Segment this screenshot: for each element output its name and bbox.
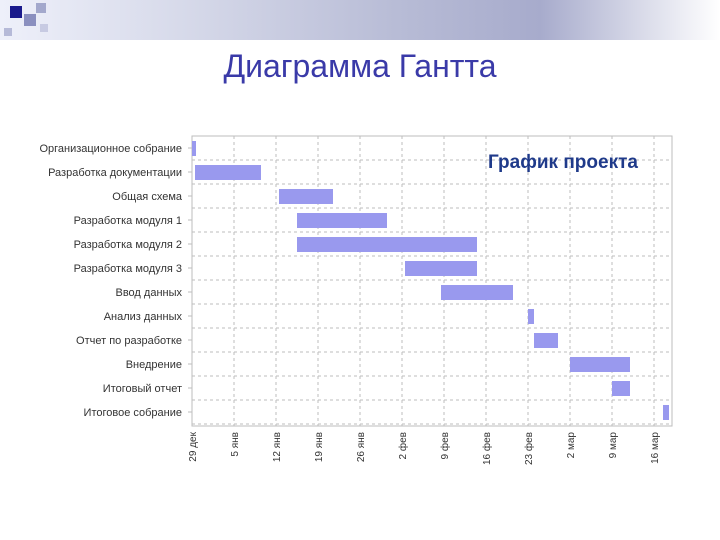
x-tick-label: 29 дек: [188, 431, 199, 461]
task-label: Внедрение: [126, 359, 182, 371]
task-label: Итоговый отчет: [103, 383, 182, 395]
slide-title: Диаграмма Гантта: [223, 48, 497, 84]
x-tick-label: 12 янв: [272, 432, 283, 462]
x-tick-label: 16 фев: [481, 432, 493, 465]
task-label: Организационное собрание: [39, 143, 182, 155]
task-label: Отчет по разработке: [76, 335, 182, 347]
decor-square-3: [36, 3, 46, 13]
task-bar: [195, 165, 261, 180]
plot-frame: [191, 135, 673, 427]
x-tick-label: 2 мар: [566, 432, 577, 459]
header-gradient-band: [0, 0, 720, 40]
task-bar: [405, 261, 477, 276]
decor-square-1: [10, 6, 22, 18]
task-bar: [297, 213, 387, 228]
task-label: Разработка модуля 2: [74, 239, 182, 251]
x-tick-label: 9 фев: [439, 432, 451, 459]
task-bar: [570, 357, 630, 372]
gantt-svg: Организационное собрание Разработка докум…: [39, 135, 673, 465]
task-bar: [534, 333, 558, 348]
x-tick-label: 16 мар: [650, 432, 661, 464]
x-tick-label: 19 янв: [314, 432, 325, 462]
task-bar: [612, 381, 630, 396]
task-label: Общая схема: [112, 191, 183, 203]
task-label-layer: Организационное собрание Разработка докум…: [39, 143, 182, 419]
x-tick-label: 23 фев: [523, 432, 535, 465]
task-bar: [663, 405, 669, 420]
tick-label-layer: 29 дек 5 янв 12 янв 19 янв 26 янв 2 фев 9 фев 1…: [188, 431, 661, 465]
x-tick-label: 26 янв: [356, 432, 367, 462]
task-bar: [192, 141, 196, 156]
grid-layer: [188, 135, 673, 427]
task-label: Анализ данных: [104, 311, 183, 323]
x-tick-label: 2 фев: [397, 432, 409, 459]
task-label: Ввод данных: [116, 287, 183, 299]
x-tick-label: 9 мар: [608, 432, 619, 459]
task-bar: [279, 189, 333, 204]
task-bar: [528, 309, 534, 324]
chart-title: График проекта: [488, 152, 638, 173]
task-label: Разработка модуля 3: [74, 263, 182, 275]
task-bar: [441, 285, 513, 300]
decor-square-2: [24, 14, 36, 26]
bar-layer: [192, 141, 669, 420]
task-label: Разработка модуля 1: [74, 215, 182, 227]
decor-square-4: [40, 24, 48, 32]
x-tick-label: 5 янв: [230, 432, 241, 457]
decor-square-5: [4, 28, 12, 36]
task-label: Итоговое собрание: [84, 407, 182, 419]
gantt-chart: Организационное собрание Разработка докум…: [20, 132, 682, 472]
task-label: Разработка документации: [48, 167, 182, 179]
task-bar: [297, 237, 477, 252]
